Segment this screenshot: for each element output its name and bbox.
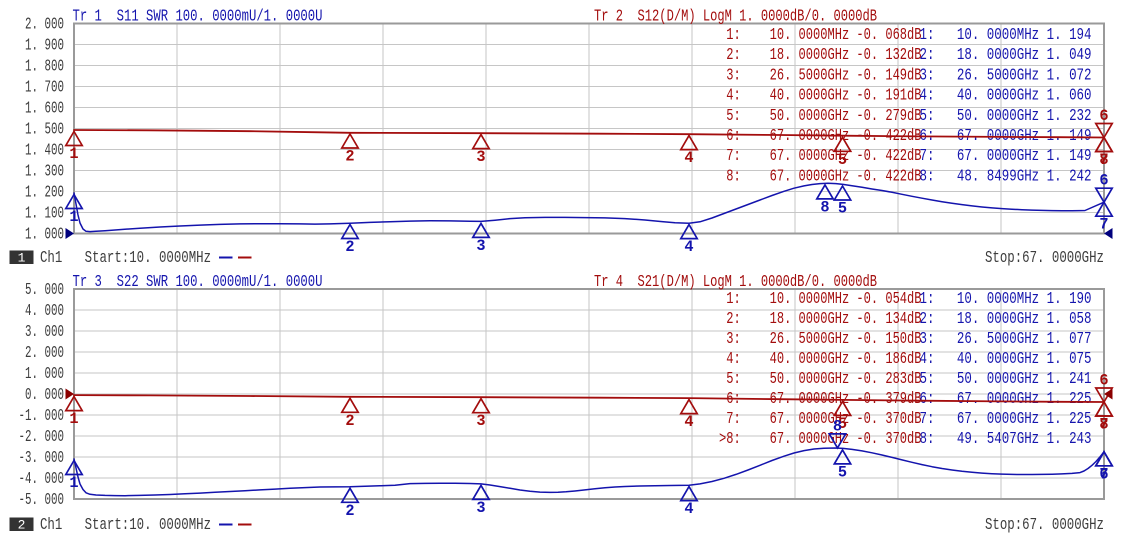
- svg-text:4: 40. 0000GHz -0. 186dB: 4: 40. 0000GHz -0. 186dB: [719, 349, 922, 368]
- svg-text:5: 50. 0000GHz 1. 232: 5: 50. 0000GHz 1. 232: [920, 106, 1092, 125]
- svg-text:Tr 3 S22 SWR 100. 0000mU/1. 0: Tr 3 S22 SWR 100. 0000mU/1. 0000U: [73, 272, 323, 291]
- svg-text:8: 48. 8499GHz 1. 242: 8: 48. 8499GHz 1. 242: [920, 166, 1092, 185]
- svg-text:2: 18. 0000GHz 1. 049: 2: 18. 0000GHz 1. 049: [920, 45, 1092, 64]
- svg-text:Stop:67. 0000GHz: Stop:67. 0000GHz: [985, 248, 1104, 267]
- svg-text:7: 7: [1099, 151, 1108, 169]
- svg-text:3. 000: 3. 000: [25, 322, 64, 341]
- svg-text:1. 400: 1. 400: [25, 141, 64, 160]
- svg-text:1: 10. 0000MHz 1. 194: 1: 10. 0000MHz 1. 194: [920, 25, 1092, 44]
- svg-text:-2. 000: -2. 000: [19, 427, 65, 446]
- svg-text:6: 6: [1099, 172, 1108, 190]
- svg-text:3: 26. 5000GHz -0. 149dB: 3: 26. 5000GHz -0. 149dB: [719, 65, 922, 84]
- svg-text:4: 40. 0000GHz 1. 075: 4: 40. 0000GHz 1. 075: [920, 349, 1092, 368]
- svg-text:2: 18. 0000GHz 1. 058: 2: 18. 0000GHz 1. 058: [920, 309, 1092, 328]
- svg-text:8: 8: [820, 198, 829, 216]
- svg-text:4: 40. 0000GHz -0. 191dB: 4: 40. 0000GHz -0. 191dB: [719, 86, 922, 105]
- svg-text:2: 2: [345, 412, 354, 430]
- svg-text:2: 2: [345, 148, 354, 166]
- svg-text:5: 5: [838, 151, 847, 169]
- svg-text:1: 10. 0000MHz -0. 068dB: 1: 10. 0000MHz -0. 068dB: [719, 25, 922, 44]
- svg-text:1. 000: 1. 000: [25, 364, 64, 383]
- svg-text:1: 1: [18, 251, 26, 266]
- svg-text:1. 600: 1. 600: [25, 99, 64, 118]
- svg-text:-1. 000: -1. 000: [19, 406, 65, 425]
- svg-text:1. 500: 1. 500: [25, 120, 64, 139]
- svg-text:6: 67. 0000GHz 1. 225: 6: 67. 0000GHz 1. 225: [920, 389, 1092, 408]
- svg-text:8: 49. 5407GHz 1. 243: 8: 49. 5407GHz 1. 243: [920, 429, 1092, 448]
- svg-text:1. 000: 1. 000: [25, 225, 64, 244]
- svg-text:3: 26. 5000GHz -0. 150dB: 3: 26. 5000GHz -0. 150dB: [719, 329, 922, 348]
- svg-text:2. 000: 2. 000: [25, 343, 64, 362]
- svg-text:4: 4: [684, 413, 693, 431]
- svg-text:6: 67. 0000GHz 1. 149: 6: 67. 0000GHz 1. 149: [920, 126, 1092, 145]
- svg-text:4: 4: [684, 238, 693, 256]
- svg-text:1: 1: [69, 410, 78, 428]
- svg-text:1. 900: 1. 900: [25, 36, 64, 55]
- svg-text:0. 000: 0. 000: [25, 385, 64, 404]
- svg-text:5: 5: [838, 415, 847, 433]
- svg-text:1. 200: 1. 200: [25, 183, 64, 202]
- svg-text:7: 67. 0000GHz -0. 422dB: 7: 67. 0000GHz -0. 422dB: [719, 146, 922, 165]
- svg-text:7: 67. 0000GHz -0. 370dB: 7: 67. 0000GHz -0. 370dB: [719, 409, 922, 428]
- svg-text:8: 8: [833, 417, 842, 435]
- svg-text:5: 5: [838, 463, 847, 481]
- svg-text:3: 3: [476, 148, 485, 166]
- svg-text:2: 18. 0000GHz -0. 132dB: 2: 18. 0000GHz -0. 132dB: [719, 45, 922, 64]
- svg-text:>8: 67. 0000GHz -0. 370dB: >8: 67. 0000GHz -0. 370dB: [719, 429, 922, 448]
- svg-text:Stop:67. 0000GHz: Stop:67. 0000GHz: [985, 515, 1104, 534]
- svg-text:Tr 1 S11 SWR 100. 0000mU/1. 0: Tr 1 S11 SWR 100. 0000mU/1. 0000U: [73, 6, 323, 25]
- svg-text:1. 700: 1. 700: [25, 78, 64, 97]
- svg-text:2: 18. 0000GHz -0. 134dB: 2: 18. 0000GHz -0. 134dB: [719, 309, 922, 328]
- svg-text:1: 1: [69, 145, 78, 163]
- svg-text:-5. 000: -5. 000: [19, 490, 65, 509]
- svg-text:7: 7: [1099, 216, 1108, 234]
- svg-text:7: 7: [1099, 416, 1108, 434]
- svg-text:8: 67. 0000GHz -0. 422dB: 8: 67. 0000GHz -0. 422dB: [719, 166, 922, 185]
- svg-text:2: 2: [18, 518, 26, 533]
- svg-text:6: 6: [1099, 465, 1108, 483]
- svg-text:7: 7: [1099, 465, 1108, 483]
- svg-text:3: 3: [476, 499, 485, 517]
- svg-text:5. 000: 5. 000: [25, 280, 64, 299]
- svg-text:5: 50. 0000GHz -0. 279dB: 5: 50. 0000GHz -0. 279dB: [719, 106, 922, 125]
- svg-text:5: 50. 0000GHz 1. 241: 5: 50. 0000GHz 1. 241: [920, 369, 1092, 388]
- svg-text:2: 2: [345, 238, 354, 256]
- svg-text:8: 8: [1099, 416, 1108, 434]
- svg-text:Tr 4 S21(D/M) LogM 1. 0000dB/: Tr 4 S21(D/M) LogM 1. 0000dB/0. 0000dB: [594, 272, 877, 291]
- svg-text:3: 26. 5000GHz 1. 072: 3: 26. 5000GHz 1. 072: [920, 65, 1092, 84]
- svg-text:1. 100: 1. 100: [25, 204, 64, 223]
- svg-text:8: 8: [1099, 151, 1108, 169]
- svg-text:1. 300: 1. 300: [25, 162, 64, 181]
- svg-text:Tr 2 S12(D/M) LogM 1. 0000dB/: Tr 2 S12(D/M) LogM 1. 0000dB/0. 0000dB: [594, 6, 877, 25]
- svg-text:4: 40. 0000GHz 1. 060: 4: 40. 0000GHz 1. 060: [920, 86, 1092, 105]
- svg-text:Ch1 Start:10. 0000MHz: Ch1 Start:10. 0000MHz: [40, 248, 211, 267]
- svg-text:6: 6: [1099, 107, 1108, 125]
- svg-text:1: 10. 0000MHz 1. 190: 1: 10. 0000MHz 1. 190: [920, 289, 1092, 308]
- svg-text:5: 50. 0000GHz -0. 283dB: 5: 50. 0000GHz -0. 283dB: [719, 369, 922, 388]
- svg-text:3: 3: [476, 237, 485, 255]
- svg-text:5: 5: [838, 200, 847, 218]
- svg-text:2: 2: [345, 502, 354, 520]
- svg-text:3: 26. 5000GHz 1. 077: 3: 26. 5000GHz 1. 077: [920, 329, 1092, 348]
- svg-text:4: 4: [684, 500, 693, 518]
- svg-text:4. 000: 4. 000: [25, 301, 64, 320]
- svg-text:2. 000: 2. 000: [25, 15, 64, 34]
- svg-text:1. 800: 1. 800: [25, 57, 64, 76]
- svg-text:1: 1: [69, 208, 78, 226]
- svg-text:Ch1 Start:10. 0000MHz: Ch1 Start:10. 0000MHz: [40, 515, 211, 534]
- svg-text:6: 6: [1099, 372, 1108, 390]
- svg-text:7: 67. 0000GHz 1. 225: 7: 67. 0000GHz 1. 225: [920, 409, 1092, 428]
- svg-text:3: 3: [476, 412, 485, 430]
- svg-text:4: 4: [684, 149, 693, 167]
- svg-text:7: 67. 0000GHz 1. 149: 7: 67. 0000GHz 1. 149: [920, 146, 1092, 165]
- svg-text:6: 67. 0000GHz -0. 379dB: 6: 67. 0000GHz -0. 379dB: [719, 389, 922, 408]
- svg-text:-3. 000: -3. 000: [19, 448, 65, 467]
- svg-text:-4. 000: -4. 000: [19, 469, 65, 488]
- svg-text:1: 10. 0000MHz -0. 054dB: 1: 10. 0000MHz -0. 054dB: [719, 289, 922, 308]
- svg-text:1: 1: [69, 474, 78, 492]
